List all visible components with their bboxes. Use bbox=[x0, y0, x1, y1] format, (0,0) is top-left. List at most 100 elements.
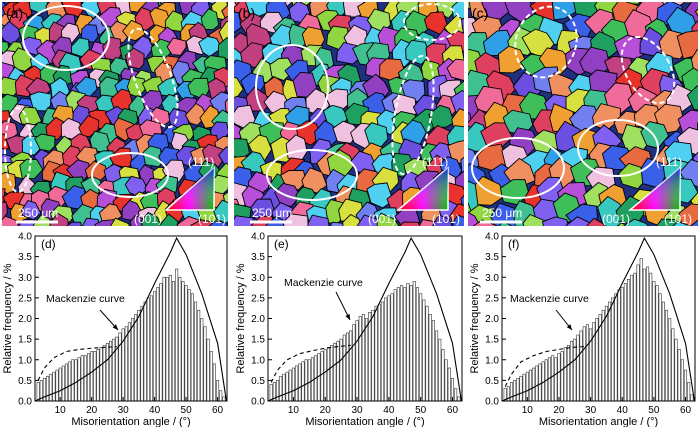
mackenzie-curve bbox=[267, 236, 462, 402]
highlight-ellipse-c4 bbox=[577, 119, 659, 177]
histogram-bar bbox=[601, 309, 605, 402]
highlight-ellipse-b2 bbox=[403, 3, 461, 41]
histogram-bar bbox=[425, 305, 429, 402]
scale-bar-b: 250 μm bbox=[250, 206, 292, 224]
histogram-bar bbox=[171, 281, 176, 402]
ipf-101-label-c: (101) bbox=[664, 212, 692, 226]
histogram-bar bbox=[664, 309, 669, 402]
y-tick-label: 0.5 bbox=[485, 376, 499, 387]
histogram-bar bbox=[668, 318, 672, 402]
grain bbox=[447, 140, 464, 164]
arrow-head bbox=[112, 324, 118, 330]
histogram-bar bbox=[519, 375, 523, 402]
map-b-label: (b) bbox=[238, 5, 255, 21]
histogram-bar bbox=[655, 285, 659, 402]
x-tick-label: 40 bbox=[149, 405, 161, 416]
mackenzie-annotation: Mackenzie curve bbox=[510, 293, 589, 305]
histogram-bar bbox=[222, 396, 226, 402]
histogram-bar bbox=[165, 276, 169, 402]
grain bbox=[622, 218, 649, 226]
mackenzie-curve bbox=[34, 236, 227, 402]
histogram-bar bbox=[162, 276, 166, 402]
histogram-bar bbox=[105, 342, 109, 402]
histogram-bar bbox=[557, 353, 561, 402]
histogram-bar bbox=[532, 367, 536, 402]
histogram-bar bbox=[143, 301, 147, 402]
grain bbox=[399, 221, 421, 226]
y-tick-label: 1.0 bbox=[485, 355, 499, 366]
y-tick-label: 3.0 bbox=[18, 273, 32, 284]
histogram-bar bbox=[454, 388, 458, 402]
grain bbox=[208, 220, 228, 226]
histogram-bar bbox=[687, 382, 691, 402]
histogram-bar bbox=[365, 318, 369, 402]
histogram-bar bbox=[301, 361, 305, 402]
histogram-bar bbox=[457, 396, 461, 402]
histogram-bar bbox=[212, 363, 216, 402]
histogram-bar bbox=[623, 283, 627, 402]
histogram-bar bbox=[149, 295, 153, 402]
ipf-triangle-a: (111) (001) (101) bbox=[134, 155, 226, 226]
histogram-bar bbox=[209, 351, 213, 402]
histogram-bar bbox=[206, 338, 210, 402]
histogram-bar bbox=[68, 361, 72, 402]
histogram-bar bbox=[444, 359, 448, 402]
histogram-bar bbox=[178, 276, 182, 402]
grain bbox=[80, 2, 104, 19]
map-c-label: (c) bbox=[472, 5, 488, 21]
histogram-bar bbox=[525, 371, 529, 402]
x-tick-label: 50 bbox=[648, 405, 660, 416]
histogram-bar bbox=[563, 347, 567, 402]
histogram-e: 10 20 30 40 50 60 0.0 0.5 1.0 1.5 2.0 2.5 3.0 3.5 4.0 M… bbox=[235, 232, 463, 427]
y-tick-label: 0.0 bbox=[18, 397, 32, 408]
grain bbox=[366, 182, 394, 209]
histogram-bar bbox=[352, 324, 356, 402]
histogram-bar bbox=[633, 272, 637, 402]
histogram-bar bbox=[630, 274, 634, 402]
grain bbox=[110, 217, 130, 226]
histogram-bar bbox=[617, 289, 621, 402]
histogram-bar bbox=[275, 380, 280, 402]
histogram-bar bbox=[355, 320, 359, 402]
y-tick-label: 3.5 bbox=[251, 252, 265, 263]
grain bbox=[234, 215, 254, 226]
histogram-bar bbox=[409, 285, 413, 402]
histogram-bar bbox=[639, 258, 643, 402]
arrow-head bbox=[345, 314, 350, 320]
histogram-bar bbox=[361, 314, 365, 402]
histogram-bar bbox=[422, 299, 426, 402]
y-tick-label: 3.5 bbox=[485, 252, 499, 263]
grain bbox=[221, 4, 228, 20]
ebsd-map-c: (c) 250 μm (111) (001) (101) bbox=[468, 2, 698, 226]
grain bbox=[2, 201, 8, 222]
grain bbox=[342, 213, 362, 226]
highlight-ellipse-b1 bbox=[255, 44, 329, 130]
histogram-bar bbox=[36, 382, 40, 402]
grain bbox=[468, 121, 492, 152]
grain bbox=[405, 39, 431, 65]
grain bbox=[586, 217, 606, 226]
grain bbox=[618, 162, 646, 190]
histogram-bar bbox=[71, 359, 75, 402]
histogram-bar bbox=[428, 314, 432, 402]
histogram-bar bbox=[291, 367, 295, 402]
y-axis-label: Relative frequency / % bbox=[469, 263, 481, 373]
y-tick-label: 0.0 bbox=[251, 397, 265, 408]
ipf-triangle-c: (111) (001) (101) bbox=[602, 155, 692, 226]
histogram-bar bbox=[560, 351, 564, 402]
histogram-bar bbox=[573, 338, 577, 402]
scale-bar-c-text: 250 μm bbox=[482, 206, 522, 220]
grain bbox=[34, 133, 56, 152]
histogram-bar bbox=[608, 301, 612, 402]
grain bbox=[59, 233, 79, 258]
histogram-bar bbox=[137, 309, 141, 402]
histogram-bar bbox=[181, 281, 185, 402]
histogram-bar bbox=[677, 349, 681, 402]
histogram-bar bbox=[431, 320, 435, 402]
histogram-bar bbox=[419, 293, 423, 402]
ipf-triangle-c-overlay bbox=[630, 168, 680, 210]
histogram-bar bbox=[377, 303, 381, 402]
histogram-bar bbox=[652, 281, 656, 402]
histogram-d: 10 20 30 40 50 60 0.0 0.5 1.0 1.5 2.0 2.5 3.0 3.5 4.0 M… bbox=[2, 232, 228, 427]
x-tick-label: 10 bbox=[522, 405, 534, 416]
